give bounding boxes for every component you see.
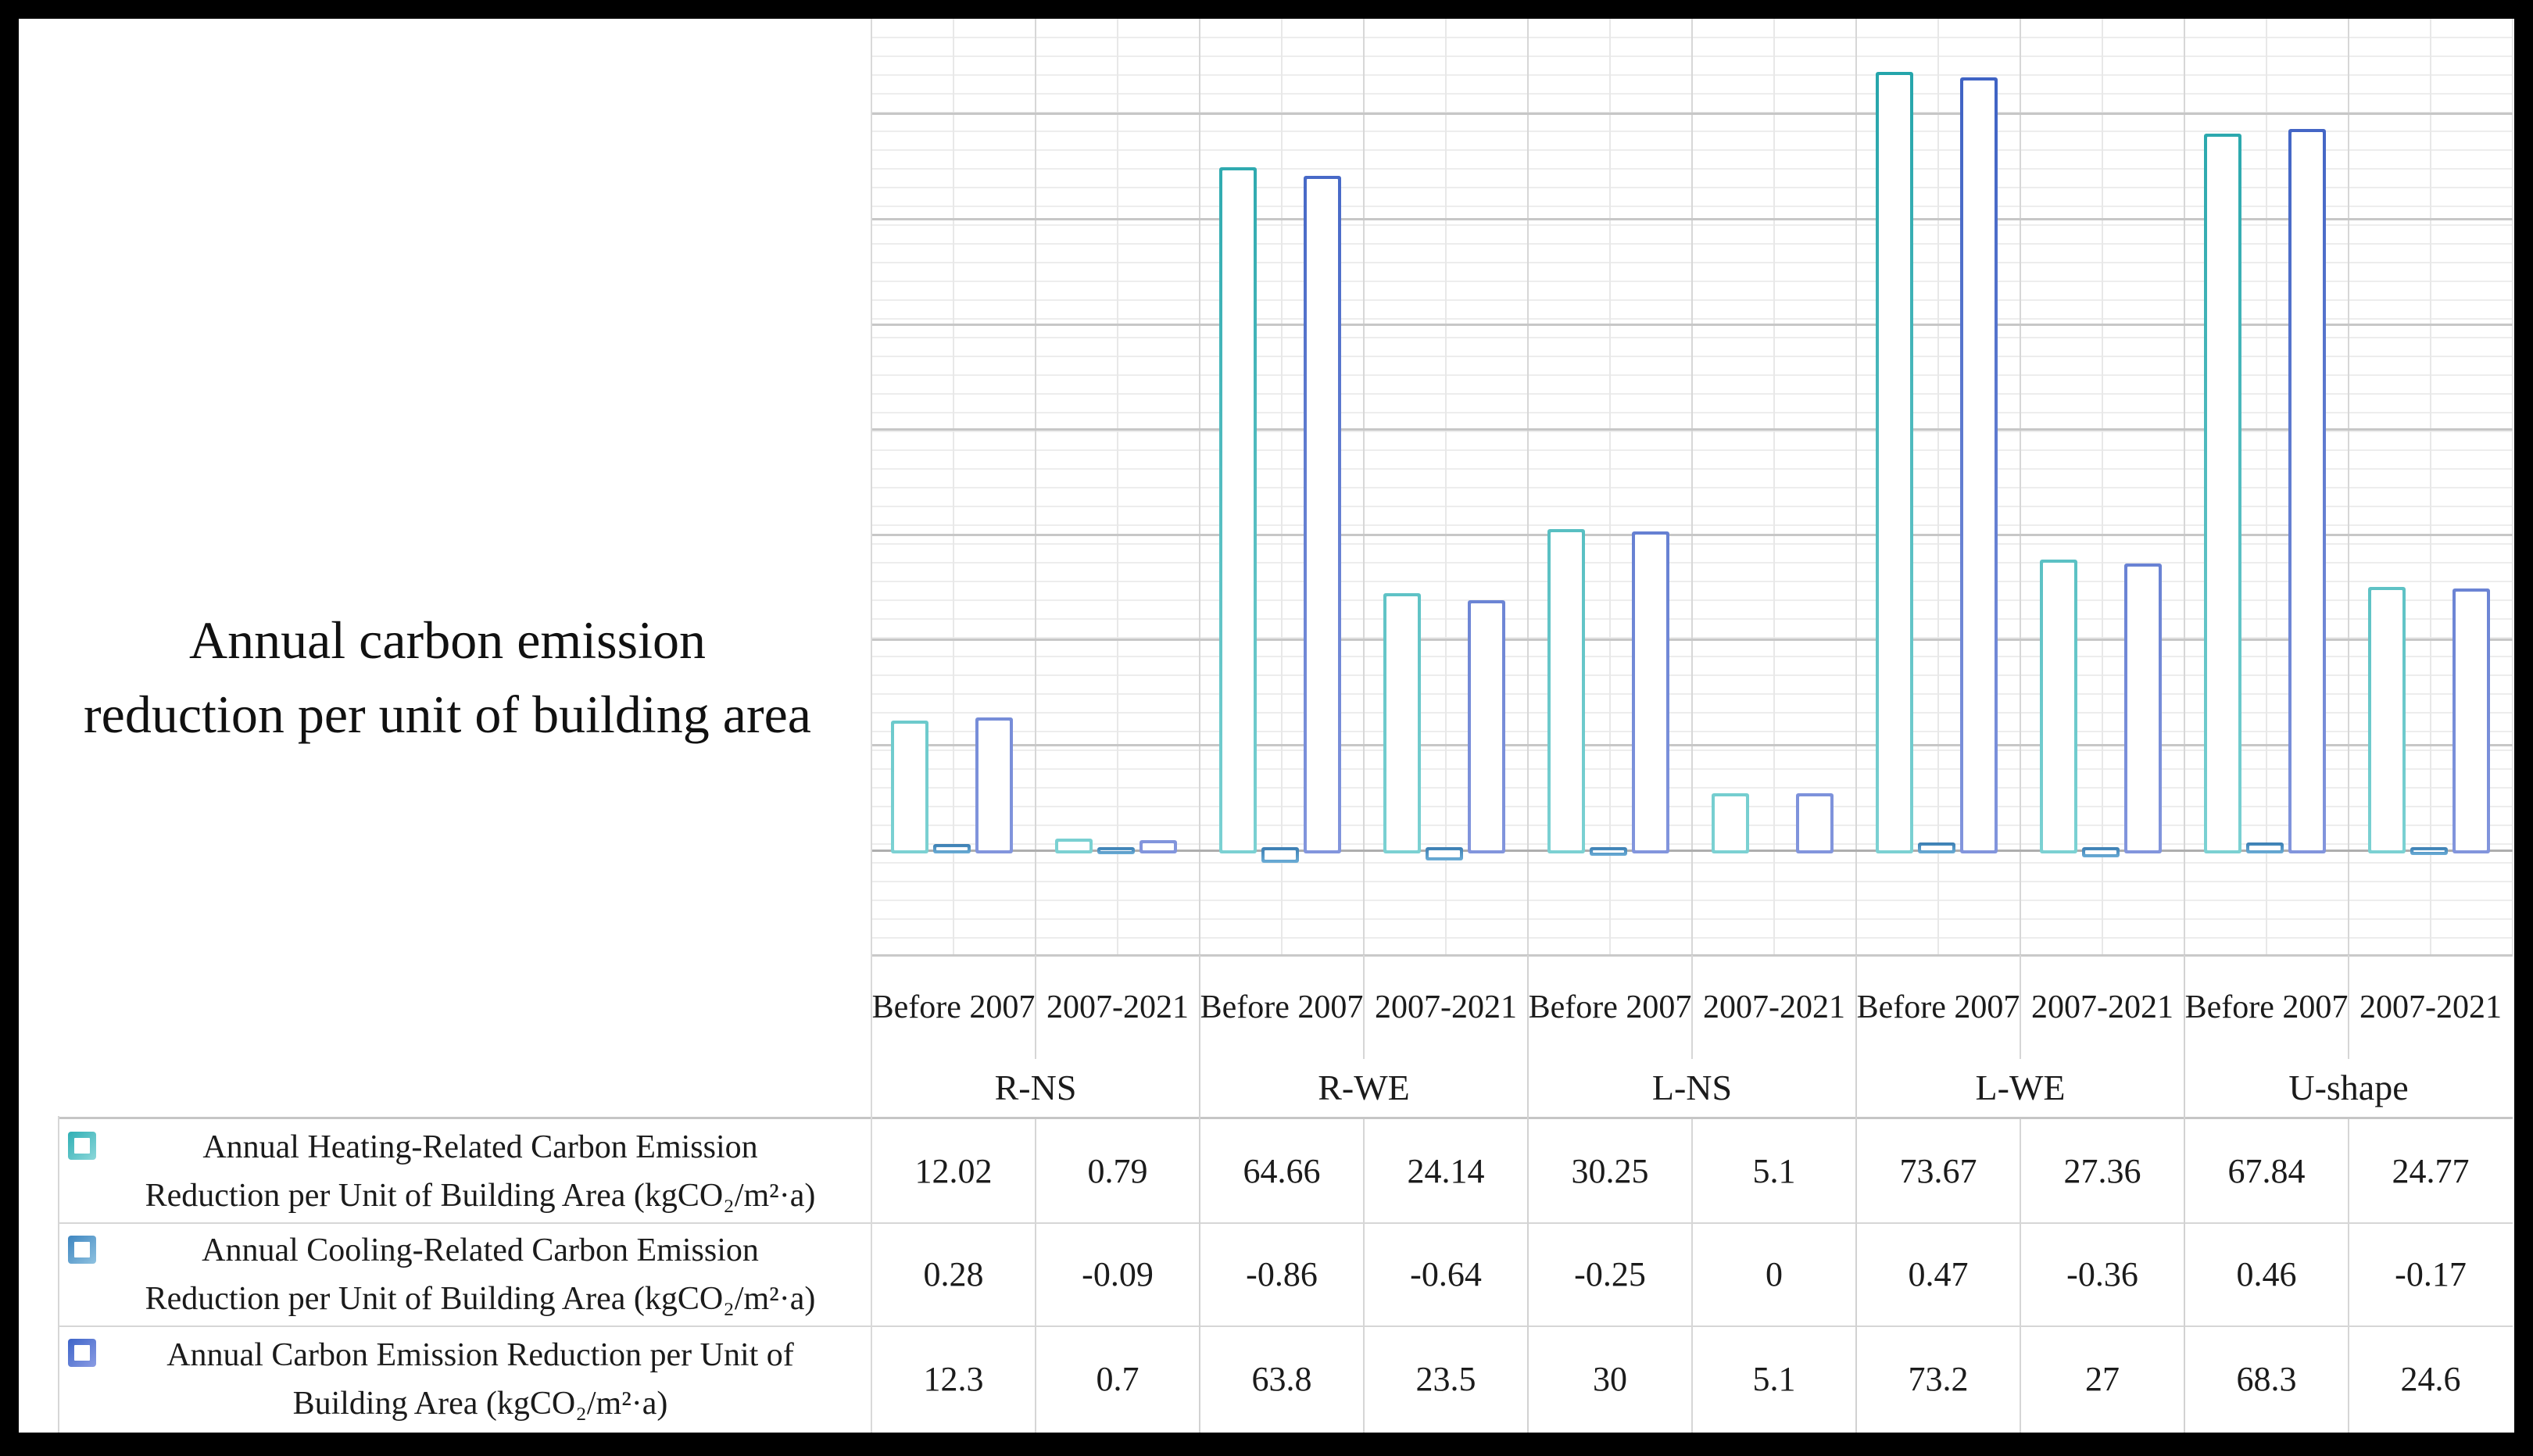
bar-heating-1	[1055, 839, 1093, 853]
bar-interior	[1963, 80, 1995, 850]
bar-total-9	[2453, 588, 2490, 853]
chart-plot-area	[871, 19, 2513, 955]
bar-interior	[894, 724, 925, 850]
bar-interior	[2249, 845, 2281, 850]
total-series-label: Annual Carbon Emission Reduction per Uni…	[166, 1337, 794, 1422]
major-gridline	[871, 639, 2513, 642]
bar-interior	[2207, 136, 2238, 850]
bar-interior	[1715, 796, 1746, 850]
bar-interior	[2456, 591, 2487, 850]
major-gridline	[871, 743, 2513, 746]
bar-interior	[1222, 170, 1254, 850]
bar-cooling-3	[1426, 847, 1463, 860]
bar-interior	[2127, 566, 2159, 850]
category-boundary-line	[1035, 19, 1036, 955]
bar-cooling-4	[1590, 847, 1627, 857]
bar-interior	[1471, 603, 1502, 850]
bar-heating-9	[2368, 586, 2406, 853]
bar-heating-3	[1383, 593, 1421, 853]
bar-interior	[936, 847, 968, 850]
category-boundary-line	[1855, 19, 1857, 955]
bar-total-1	[1139, 839, 1177, 853]
bar-total-3	[1468, 599, 1505, 853]
bar-heating-6	[1876, 72, 1913, 853]
sheet-gridline-v	[1937, 19, 1939, 955]
heating-series-key-icon	[68, 1132, 96, 1160]
sheet-gridline-v	[2266, 19, 2267, 955]
category-boundary-line	[1527, 19, 1529, 955]
bar-cooling-1	[1097, 847, 1135, 855]
bar-interior	[2371, 589, 2402, 850]
sheet-gridline-v	[1281, 19, 1283, 955]
major-gridline	[871, 217, 2513, 220]
category-boundary-line	[2020, 19, 2021, 955]
bar-interior	[1879, 75, 1910, 850]
category-boundary-line	[1363, 19, 1365, 955]
bar-interior	[1100, 850, 1132, 852]
bar-interior	[1265, 850, 1296, 860]
bar-heating-0	[891, 721, 928, 853]
bar-heating-4	[1547, 528, 1585, 853]
bar-interior	[1921, 845, 1952, 850]
chart-title: Annual carbon emission reduction per uni…	[84, 610, 811, 744]
bar-cooling-9	[2410, 847, 2448, 856]
bar-total-7	[2124, 563, 2162, 853]
bar-interior	[1593, 850, 1624, 853]
sheet-gridline-v	[1609, 19, 1611, 955]
category-boundary-line	[2348, 19, 2349, 955]
bar-heating-2	[1219, 166, 1257, 853]
cooling-series-label: Annual Cooling-Related Carbon Emission R…	[145, 1232, 816, 1317]
bar-cooling-0	[933, 844, 971, 853]
bar-interior	[2292, 131, 2323, 850]
sheet-gridline-v	[1445, 19, 1447, 955]
category-boundary-line	[2512, 19, 2513, 955]
bar-interior	[1143, 842, 1174, 850]
bar-total-5	[1796, 793, 1834, 853]
bar-cooling-2	[1261, 847, 1299, 863]
bar-total-0	[975, 717, 1013, 853]
category-boundary-line	[871, 19, 872, 955]
bar-interior	[2043, 562, 2074, 850]
bar-interior	[1386, 596, 1418, 850]
bar-cooling-6	[1918, 842, 1955, 853]
major-gridline	[871, 428, 2513, 431]
cooling-series-key-icon	[68, 1236, 96, 1264]
zero-axis-line	[871, 849, 2513, 852]
category-boundary-line	[1691, 19, 1693, 955]
sheet-gridline-v	[2102, 19, 2103, 955]
bar-heating-7	[2040, 559, 2077, 853]
bar-interior	[1307, 179, 1338, 850]
total-series-key-icon	[68, 1339, 96, 1367]
sheet-gridline-v	[2430, 19, 2431, 955]
bar-interior	[1551, 531, 1582, 850]
bar-cooling-8	[2246, 842, 2284, 853]
heating-series-label: Annual Heating-Related Carbon Emission R…	[145, 1129, 816, 1214]
bar-heating-8	[2204, 133, 2241, 853]
bar-cooling-7	[2082, 847, 2120, 857]
bar-interior	[978, 721, 1010, 850]
bar-interior	[1058, 842, 1089, 850]
bar-total-4	[1632, 531, 1669, 853]
sheet-gridline-v	[1773, 19, 1775, 955]
major-gridline	[871, 113, 2513, 116]
bar-total-2	[1304, 176, 1341, 853]
category-boundary-line	[2184, 19, 2185, 955]
bar-interior	[2085, 850, 2116, 854]
bar-heating-5	[1712, 793, 1749, 853]
legend-row-cooling: Annual Cooling-Related Carbon Emission R…	[59, 1223, 871, 1326]
bar-interior	[1635, 535, 1666, 850]
sheet-gridline-v	[1117, 19, 1118, 955]
bar-total-8	[2288, 128, 2326, 853]
bar-interior	[1799, 796, 1830, 850]
category-boundary-line	[1199, 19, 1200, 955]
bar-total-6	[1960, 77, 1998, 853]
bar-interior	[1429, 850, 1460, 857]
sheet-gridline-v	[953, 19, 954, 955]
legend-row-total: Annual Carbon Emission Reduction per Uni…	[59, 1326, 871, 1433]
major-gridline	[871, 323, 2513, 326]
bar-interior	[2413, 850, 2445, 853]
major-gridline	[871, 533, 2513, 536]
legend-row-heating: Annual Heating-Related Carbon Emission R…	[59, 1119, 871, 1223]
